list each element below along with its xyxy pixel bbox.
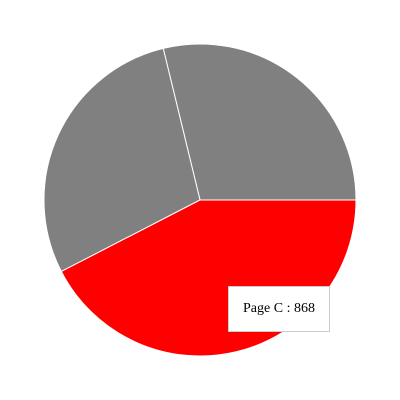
pie-slice (43, 47, 201, 273)
tooltip: Page C : 868 (228, 286, 330, 332)
pie-slice (162, 43, 357, 201)
